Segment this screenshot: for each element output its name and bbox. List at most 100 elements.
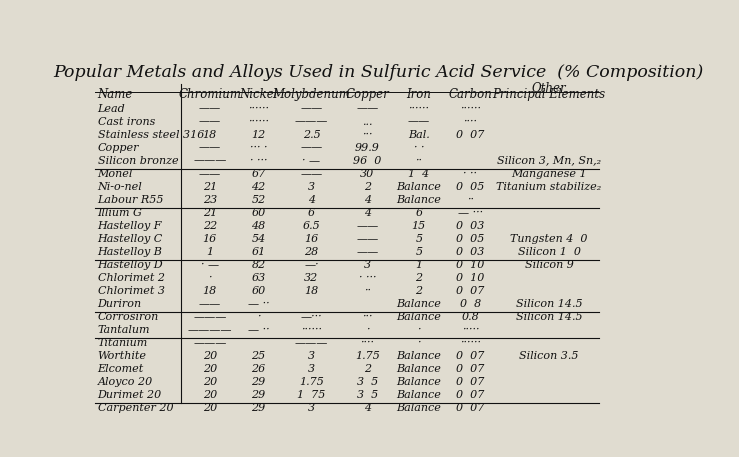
Text: 1.75: 1.75 — [355, 351, 380, 361]
Text: Molybdenum: Molybdenum — [273, 88, 350, 101]
Text: 0  07: 0 07 — [456, 377, 485, 387]
Text: 0  10: 0 10 — [456, 273, 485, 283]
Text: · ···: · ··· — [358, 273, 376, 283]
Text: Tantalum: Tantalum — [98, 325, 150, 335]
Text: 1: 1 — [206, 247, 214, 257]
Text: 6: 6 — [308, 208, 315, 218]
Text: ···: ··· — [362, 130, 372, 139]
Text: Silicon 14.5: Silicon 14.5 — [516, 299, 582, 309]
Text: 16: 16 — [304, 234, 319, 244]
Text: 67: 67 — [251, 169, 265, 179]
Text: ——: —— — [199, 143, 221, 153]
Text: 0  07: 0 07 — [456, 390, 485, 400]
Text: 5: 5 — [415, 247, 423, 257]
Text: 18: 18 — [304, 286, 319, 296]
Text: ———: ——— — [193, 156, 226, 165]
Text: Balance: Balance — [396, 195, 441, 205]
Text: ——: —— — [199, 169, 221, 179]
Text: Aloyco 20: Aloyco 20 — [98, 377, 153, 387]
Text: Hastelloy B: Hastelloy B — [98, 247, 163, 257]
Text: Silicon 3, Mn, Sn,₂: Silicon 3, Mn, Sn,₂ — [497, 156, 602, 165]
Text: ——: —— — [300, 143, 322, 153]
Text: 25: 25 — [251, 351, 265, 361]
Text: 29: 29 — [251, 403, 265, 413]
Text: 26: 26 — [251, 364, 265, 374]
Text: · ·: · · — [414, 143, 424, 153]
Text: Cast irons: Cast irons — [98, 117, 155, 127]
Text: 3: 3 — [308, 182, 315, 191]
Text: Balance: Balance — [396, 377, 441, 387]
Text: 0.8: 0.8 — [461, 312, 480, 322]
Text: ·: · — [417, 338, 420, 348]
Text: Titanium: Titanium — [98, 338, 148, 348]
Text: 2: 2 — [364, 364, 371, 374]
Text: ———: ——— — [295, 117, 328, 127]
Text: Elcomet: Elcomet — [98, 364, 144, 374]
Text: 48: 48 — [251, 221, 265, 231]
Text: ·: · — [417, 325, 420, 335]
Text: Nickel: Nickel — [239, 88, 278, 101]
Text: Hastelloy C: Hastelloy C — [98, 234, 163, 244]
Text: Balance: Balance — [396, 299, 441, 309]
Text: 4: 4 — [364, 403, 371, 413]
Text: 1  4: 1 4 — [408, 169, 429, 179]
Text: Popular Metals and Alloys Used in Sulfuric Acid Service  (% Composition): Popular Metals and Alloys Used in Sulfur… — [54, 64, 704, 80]
Text: 0  03: 0 03 — [456, 247, 485, 257]
Text: ———: ——— — [193, 312, 226, 322]
Text: ——: —— — [356, 104, 378, 113]
Text: Balance: Balance — [396, 312, 441, 322]
Text: 15: 15 — [412, 221, 426, 231]
Text: ·: · — [366, 325, 369, 335]
Text: 5: 5 — [415, 234, 423, 244]
Text: 32: 32 — [304, 273, 319, 283]
Text: Worthite: Worthite — [98, 351, 146, 361]
Text: Durimet 20: Durimet 20 — [98, 390, 162, 400]
Text: Principal Elements: Principal Elements — [493, 88, 606, 101]
Text: 20: 20 — [202, 403, 217, 413]
Text: ··: ·· — [467, 195, 474, 205]
Text: 3  5: 3 5 — [357, 377, 378, 387]
Text: ······: ······ — [301, 325, 322, 335]
Text: Chromium: Chromium — [178, 88, 242, 101]
Text: · ···: · ··· — [250, 156, 268, 165]
Text: 63: 63 — [251, 273, 265, 283]
Text: ———: ——— — [193, 338, 226, 348]
Text: ——: —— — [199, 104, 221, 113]
Text: ······: ······ — [409, 104, 429, 113]
Text: 99.9: 99.9 — [355, 143, 380, 153]
Text: Copper: Copper — [345, 88, 389, 101]
Text: 52: 52 — [251, 195, 265, 205]
Text: ——: —— — [356, 221, 378, 231]
Text: 0  07: 0 07 — [456, 130, 485, 139]
Text: Labour R55: Labour R55 — [98, 195, 164, 205]
Text: 30: 30 — [360, 169, 375, 179]
Text: · —: · — — [201, 260, 219, 270]
Text: 1.75: 1.75 — [299, 377, 324, 387]
Text: 20: 20 — [202, 377, 217, 387]
Text: 60: 60 — [251, 208, 265, 218]
Text: Hastelloy D: Hastelloy D — [98, 260, 163, 270]
Text: 3: 3 — [308, 403, 315, 413]
Text: ··: ·· — [364, 286, 371, 296]
Text: 2: 2 — [415, 286, 423, 296]
Text: 3  5: 3 5 — [357, 390, 378, 400]
Text: ···: ··· — [362, 312, 372, 322]
Text: ——: —— — [300, 169, 322, 179]
Text: Other: Other — [532, 82, 566, 95]
Text: Carbon: Carbon — [449, 88, 492, 101]
Text: 16: 16 — [202, 234, 217, 244]
Text: Illium G: Illium G — [98, 208, 143, 218]
Text: Hastelloy F: Hastelloy F — [98, 221, 162, 231]
Text: ——: —— — [356, 247, 378, 257]
Text: 0  03: 0 03 — [456, 221, 485, 231]
Text: 0  07: 0 07 — [456, 351, 485, 361]
Text: 54: 54 — [251, 234, 265, 244]
Text: ····: ···· — [463, 117, 477, 127]
Text: Silicon 3.5: Silicon 3.5 — [520, 351, 579, 361]
Text: Chlorimet 2: Chlorimet 2 — [98, 273, 165, 283]
Text: 4: 4 — [308, 195, 315, 205]
Text: ······: ······ — [248, 104, 269, 113]
Text: ··: ·· — [415, 156, 422, 165]
Text: Balance: Balance — [396, 351, 441, 361]
Text: 2: 2 — [364, 182, 371, 191]
